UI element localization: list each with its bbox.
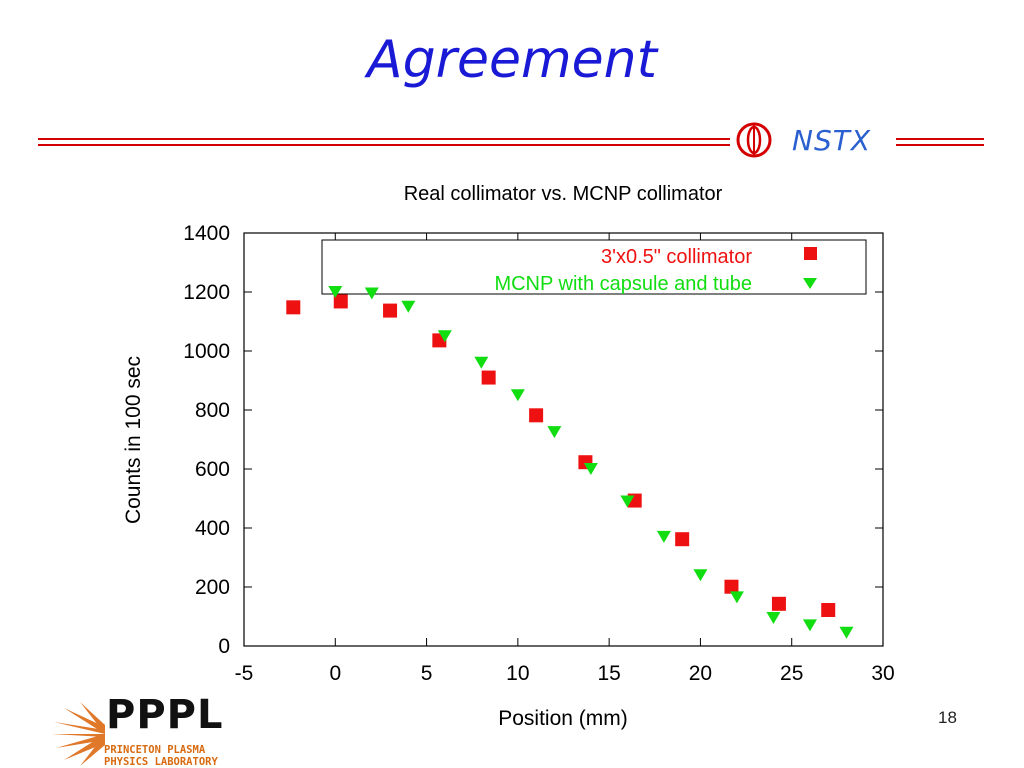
data-point-triangle xyxy=(729,591,744,604)
header-rule-left-bottom xyxy=(38,144,730,146)
legend: 3'x0.5" collimator MCNP with capsule and… xyxy=(321,239,867,295)
y-tick-label: 600 xyxy=(195,458,230,481)
data-point-triangle xyxy=(401,300,416,313)
legend-marker-triangle-icon xyxy=(803,278,817,289)
x-tick-label: 15 xyxy=(597,662,620,685)
y-tick-label: 1400 xyxy=(183,222,230,245)
nstx-emblem-icon xyxy=(736,122,772,158)
series-layer xyxy=(286,286,854,639)
y-tick-label: 200 xyxy=(195,576,230,599)
pppl-wordmark: PPPL xyxy=(106,692,224,738)
pppl-logo: PPPL PRINCETON PLASMA PHYSICS LABORATORY xyxy=(50,692,240,768)
data-point-triangle xyxy=(583,463,598,475)
sunburst-icon xyxy=(52,702,105,766)
data-point-square xyxy=(675,532,690,547)
header-rule-left-top xyxy=(38,138,730,140)
plot-area xyxy=(243,232,884,647)
data-point-square xyxy=(821,603,836,618)
legend-marker-square-icon xyxy=(804,247,817,260)
nstx-wordmark: NSTX xyxy=(792,124,872,157)
chart-title: Real collimator vs. MCNP collimator xyxy=(404,183,723,205)
pppl-subtitle-line-1: PRINCETON PLASMA xyxy=(104,744,206,756)
header-rule-right-top xyxy=(896,138,984,140)
x-tick-label: 25 xyxy=(780,662,803,685)
data-point-square xyxy=(529,408,544,423)
nstx-logo xyxy=(736,122,772,158)
data-point-square xyxy=(481,370,496,385)
data-point-triangle xyxy=(547,426,562,439)
data-point-triangle xyxy=(656,530,671,543)
legend-label-series-2: MCNP with capsule and tube xyxy=(494,273,752,295)
data-point-square xyxy=(333,294,348,309)
data-point-triangle xyxy=(364,287,379,300)
data-point-triangle xyxy=(693,569,708,582)
series-1 xyxy=(286,294,836,618)
data-point-triangle xyxy=(328,286,343,298)
legend-box xyxy=(321,239,867,295)
y-tick-label: 0 xyxy=(218,635,230,658)
data-point-triangle xyxy=(474,356,489,369)
y-tick-label: 400 xyxy=(195,517,230,540)
x-tick-label: -5 xyxy=(235,662,254,685)
x-tick-label: 10 xyxy=(506,662,529,685)
series-2 xyxy=(328,286,854,639)
y-tick-label: 800 xyxy=(195,399,230,422)
data-point-triangle xyxy=(802,619,817,632)
x-tick-label: 0 xyxy=(329,662,341,685)
data-point-square xyxy=(724,579,739,594)
data-point-square xyxy=(383,303,398,318)
data-point-square xyxy=(286,300,301,315)
data-point-triangle xyxy=(766,611,781,624)
y-axis-label: Counts in 100 sec xyxy=(122,356,145,524)
data-point-square xyxy=(771,596,786,611)
header-rule-right-bottom xyxy=(896,144,984,146)
data-point-triangle xyxy=(437,330,452,343)
axis-ticks xyxy=(243,232,884,647)
data-point-triangle xyxy=(839,626,854,639)
pppl-subtitle-line-2: PHYSICS LABORATORY xyxy=(104,756,218,768)
y-tick-label: 1000 xyxy=(183,340,230,363)
y-tick-label: 1200 xyxy=(183,281,230,304)
data-point-triangle xyxy=(510,389,525,402)
data-point-triangle xyxy=(620,495,635,508)
legend-label-series-1: 3'x0.5" collimator xyxy=(601,246,752,268)
x-axis-label: Position (mm) xyxy=(498,707,628,730)
x-tick-label: 20 xyxy=(689,662,712,685)
page-number: 18 xyxy=(938,708,957,727)
x-tick-label: 5 xyxy=(421,662,433,685)
slide-title: Agreement xyxy=(367,30,657,90)
x-tick-label: 30 xyxy=(871,662,894,685)
